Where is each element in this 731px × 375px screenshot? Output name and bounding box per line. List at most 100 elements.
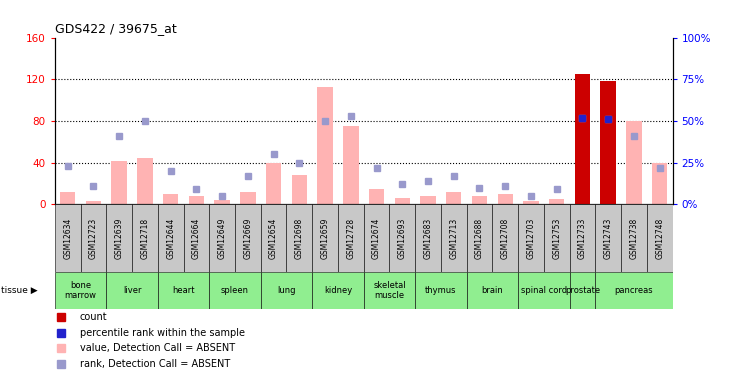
Text: skeletal
muscle: skeletal muscle <box>373 281 406 300</box>
Text: heart: heart <box>173 286 194 295</box>
Bar <box>595 272 673 309</box>
Text: kidney: kidney <box>324 286 352 295</box>
Bar <box>189 196 204 204</box>
Bar <box>235 204 261 272</box>
Text: GSM12703: GSM12703 <box>526 217 536 259</box>
Text: liver: liver <box>123 286 141 295</box>
Bar <box>158 272 209 309</box>
Bar <box>287 204 312 272</box>
Bar <box>471 196 487 204</box>
Bar <box>395 198 410 204</box>
Bar <box>343 126 358 204</box>
Bar <box>575 74 590 204</box>
Text: GSM12723: GSM12723 <box>89 217 98 259</box>
Text: GDS422 / 39675_at: GDS422 / 39675_at <box>55 22 177 35</box>
Text: GSM12683: GSM12683 <box>423 217 433 259</box>
Text: bone
marrow: bone marrow <box>64 281 96 300</box>
Text: GSM12733: GSM12733 <box>578 217 587 259</box>
Text: spinal cord: spinal cord <box>520 286 567 295</box>
Text: value, Detection Call = ABSENT: value, Detection Call = ABSENT <box>80 343 235 353</box>
Bar <box>266 163 281 204</box>
Text: thymus: thymus <box>425 286 457 295</box>
Text: GSM12674: GSM12674 <box>372 217 381 259</box>
Bar <box>415 272 466 309</box>
Bar <box>446 192 461 204</box>
Bar <box>158 204 183 272</box>
Text: GSM12693: GSM12693 <box>398 217 406 259</box>
Bar <box>523 201 539 204</box>
Bar <box>183 204 209 272</box>
Bar <box>493 204 518 272</box>
Bar <box>214 200 230 204</box>
Bar <box>549 199 564 204</box>
Bar <box>261 204 287 272</box>
Bar <box>466 204 493 272</box>
Bar <box>317 87 333 204</box>
Bar <box>312 204 338 272</box>
Bar <box>498 194 513 204</box>
Bar <box>569 272 595 309</box>
Bar <box>575 74 590 204</box>
Bar <box>420 196 436 204</box>
Text: GSM12708: GSM12708 <box>501 217 510 259</box>
Bar <box>106 272 158 309</box>
Bar <box>595 204 621 272</box>
Bar <box>111 160 127 204</box>
Text: GSM12718: GSM12718 <box>140 217 149 259</box>
Bar <box>292 175 307 204</box>
Bar <box>60 192 75 204</box>
Text: GSM12639: GSM12639 <box>115 217 124 259</box>
Text: tissue ▶: tissue ▶ <box>1 286 38 295</box>
Text: GSM12698: GSM12698 <box>295 217 304 259</box>
Bar <box>600 81 616 204</box>
Bar <box>338 204 364 272</box>
Text: GSM12688: GSM12688 <box>475 217 484 259</box>
Bar <box>209 272 261 309</box>
Text: GSM12644: GSM12644 <box>166 217 175 259</box>
Bar <box>137 159 153 204</box>
Text: count: count <box>80 312 107 322</box>
Text: GSM12738: GSM12738 <box>629 217 638 259</box>
Bar <box>312 272 363 309</box>
Bar <box>626 121 642 204</box>
Bar <box>544 204 569 272</box>
Text: lung: lung <box>277 286 296 295</box>
Text: GSM12753: GSM12753 <box>552 217 561 259</box>
Bar <box>240 192 256 204</box>
Text: prostate: prostate <box>565 286 600 295</box>
Bar <box>518 204 544 272</box>
Text: rank, Detection Call = ABSENT: rank, Detection Call = ABSENT <box>80 358 230 369</box>
Text: brain: brain <box>482 286 503 295</box>
Bar <box>363 272 415 309</box>
Bar <box>132 204 158 272</box>
Text: GSM12748: GSM12748 <box>655 217 664 259</box>
Bar <box>621 204 647 272</box>
Bar <box>518 272 569 309</box>
Bar <box>163 194 178 204</box>
Text: GSM12728: GSM12728 <box>346 217 355 259</box>
Text: GSM12634: GSM12634 <box>63 217 72 259</box>
Text: GSM12659: GSM12659 <box>321 217 330 259</box>
Bar <box>363 204 390 272</box>
Text: spleen: spleen <box>221 286 249 295</box>
Bar <box>55 272 106 309</box>
Bar <box>390 204 415 272</box>
Bar <box>55 204 80 272</box>
Text: GSM12654: GSM12654 <box>269 217 278 259</box>
Bar <box>441 204 466 272</box>
Text: GSM12669: GSM12669 <box>243 217 252 259</box>
Bar <box>569 204 595 272</box>
Text: percentile rank within the sample: percentile rank within the sample <box>80 328 245 338</box>
Bar <box>466 272 518 309</box>
Text: pancreas: pancreas <box>615 286 654 295</box>
Bar <box>106 204 132 272</box>
Bar <box>600 81 616 204</box>
Text: GSM12743: GSM12743 <box>604 217 613 259</box>
Bar <box>369 189 385 204</box>
Bar <box>652 163 667 204</box>
Bar <box>261 272 312 309</box>
Bar <box>80 204 106 272</box>
Text: GSM12649: GSM12649 <box>218 217 227 259</box>
Bar <box>415 204 441 272</box>
Bar <box>86 201 101 204</box>
